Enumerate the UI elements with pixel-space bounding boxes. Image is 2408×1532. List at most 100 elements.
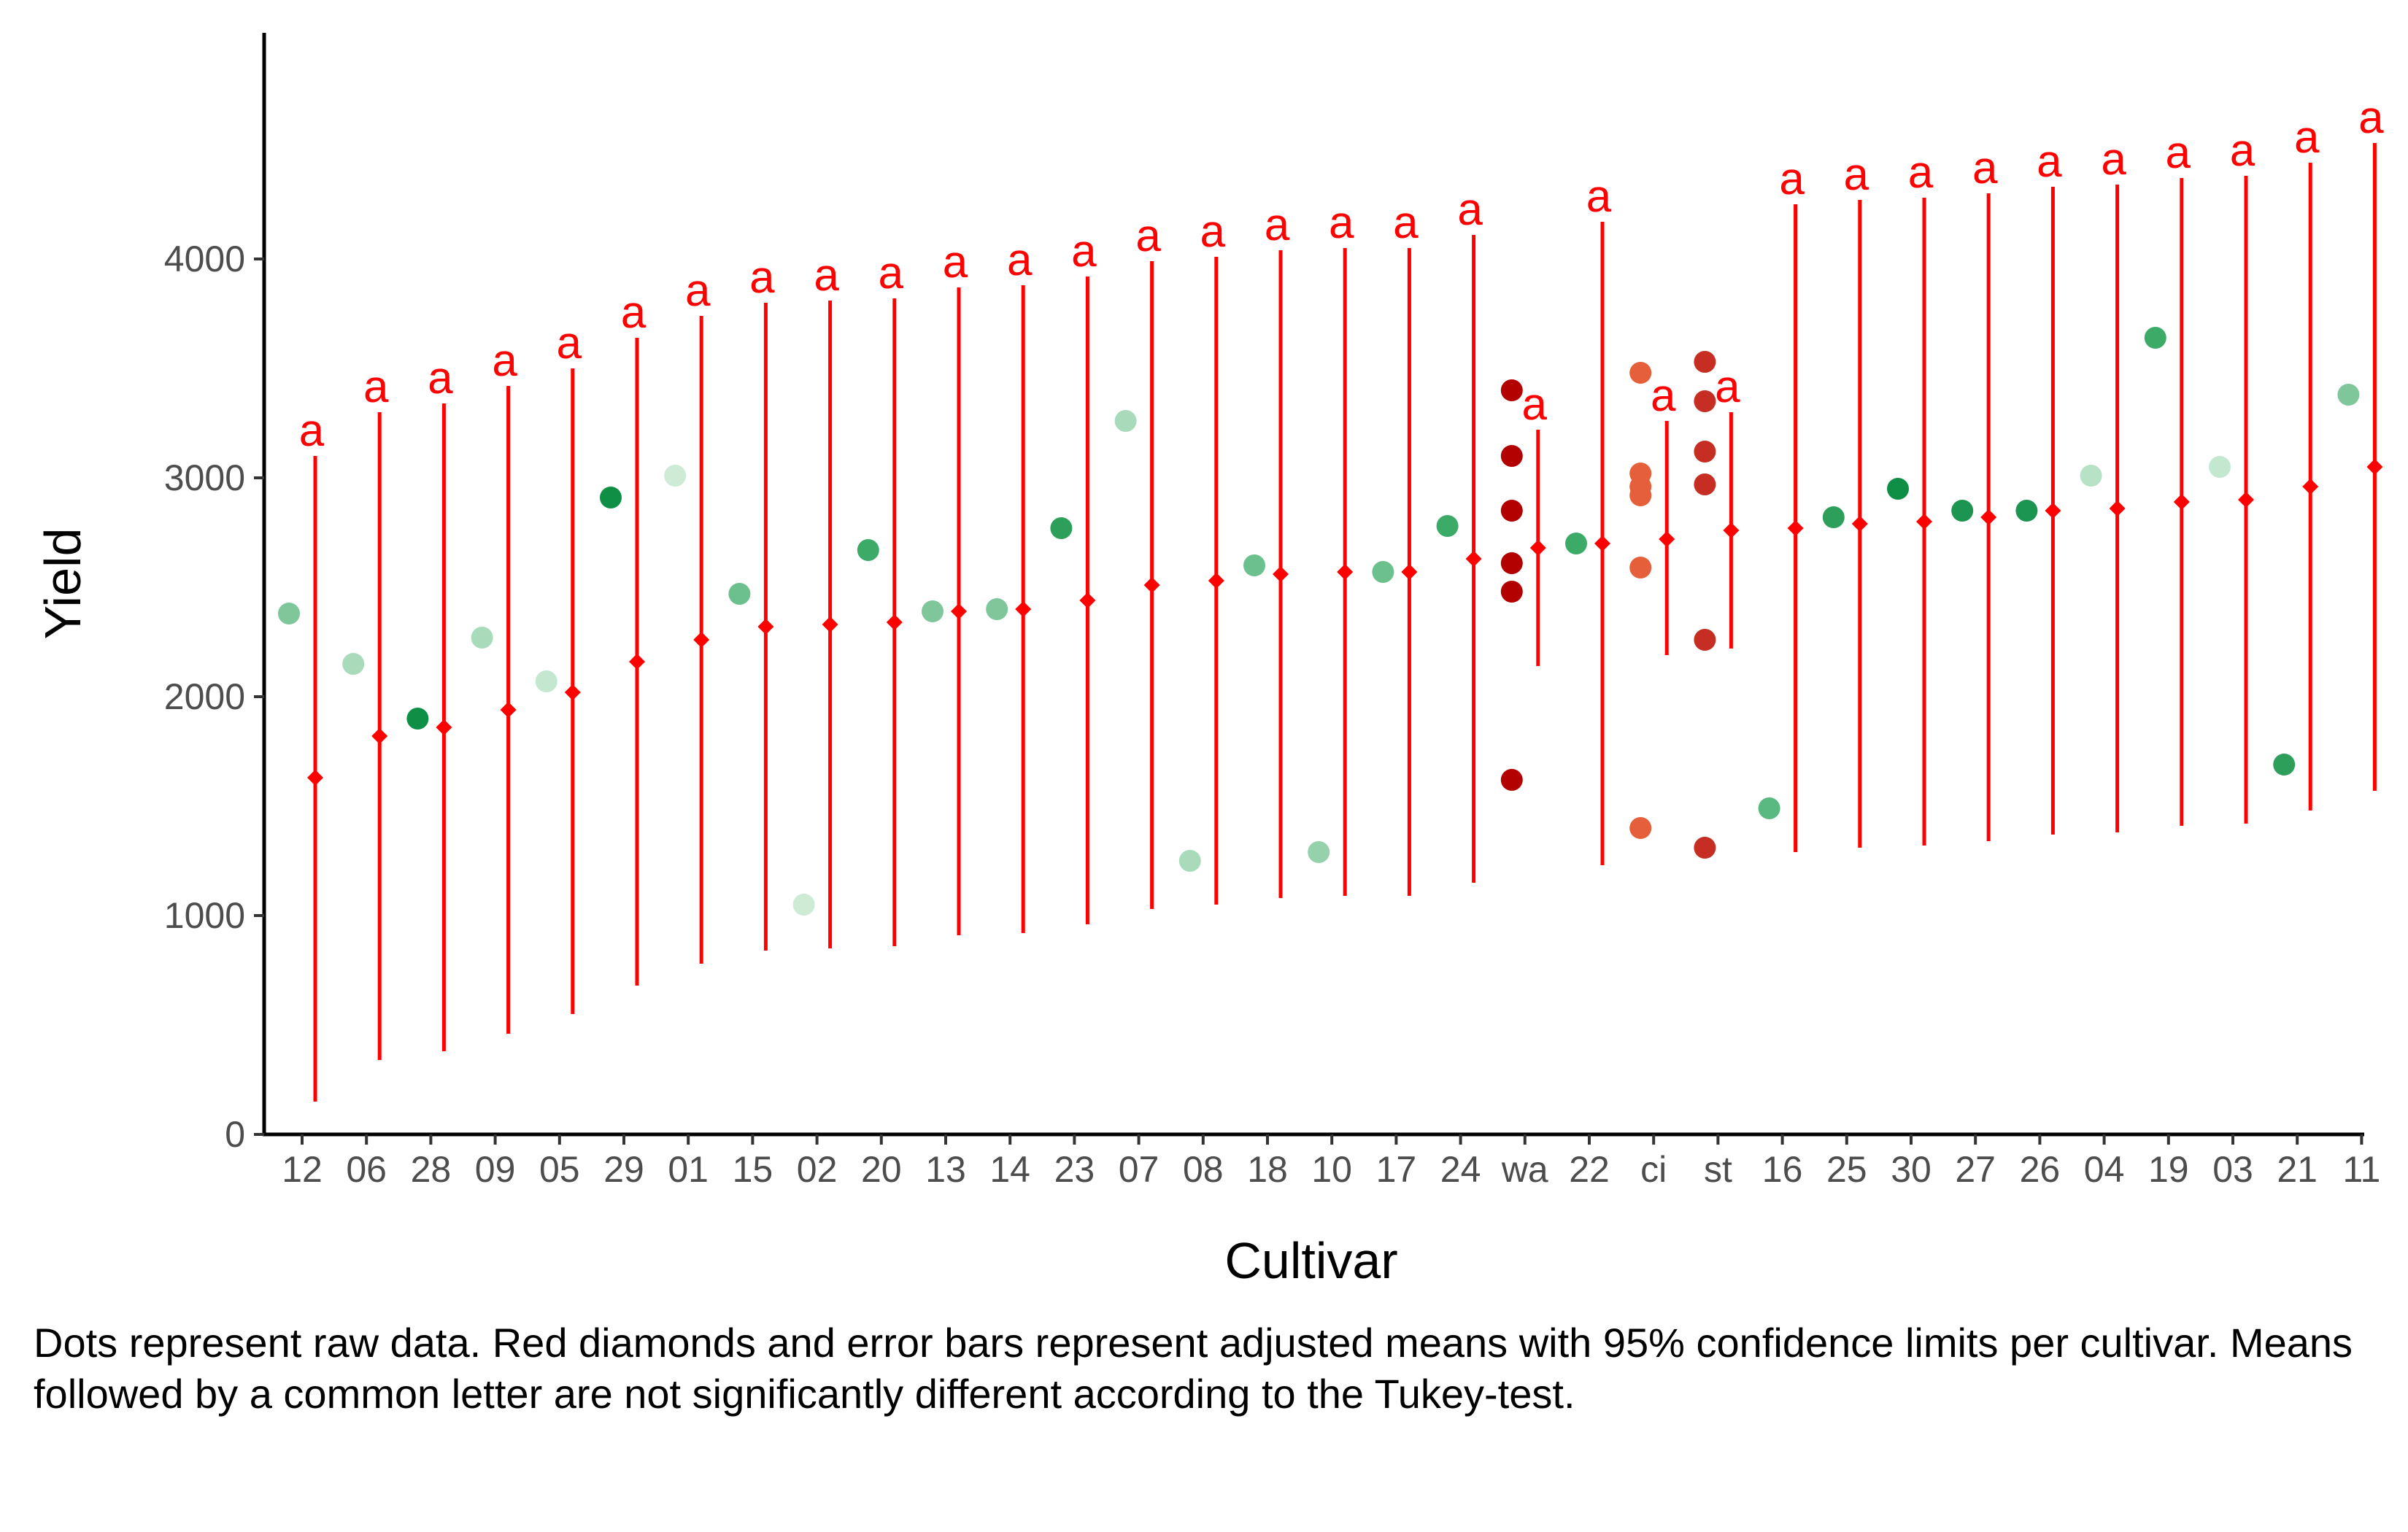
- x-tick-label: st: [1704, 1149, 1732, 1190]
- mean-diamond: [1594, 535, 1610, 552]
- raw-data-point: [2337, 384, 2360, 406]
- mean-diamond: [2366, 459, 2383, 475]
- raw-data-point: [1500, 552, 1523, 574]
- mean-diamond: [1015, 601, 1032, 617]
- raw-data-point: [1500, 581, 1523, 603]
- chart-caption: Dots represent raw data. Red diamonds an…: [34, 1320, 2353, 1417]
- raw-data-point: [1629, 484, 1652, 506]
- mean-diamond: [1273, 566, 1289, 582]
- raw-data-point: [1308, 841, 1330, 863]
- raw-data-point: [1178, 850, 1201, 872]
- raw-data-point: [2209, 456, 2231, 478]
- significance-letter: a: [1329, 198, 1354, 248]
- raw-data-point: [1887, 478, 1909, 500]
- x-tick-label: 19: [2148, 1149, 2189, 1190]
- mean-diamond: [757, 619, 774, 635]
- significance-letter: a: [557, 318, 582, 368]
- x-tick-label: 08: [1183, 1149, 1224, 1190]
- significance-letter: a: [1071, 226, 1097, 276]
- raw-data-point: [1436, 515, 1459, 537]
- x-tick-label: 04: [2084, 1149, 2125, 1190]
- x-tick-label: 09: [475, 1149, 516, 1190]
- raw-data-point: [728, 583, 751, 605]
- raw-data-point: [1629, 817, 1652, 839]
- raw-data-point: [1758, 797, 1780, 819]
- significance-letter: a: [685, 266, 711, 316]
- mean-diamond: [1529, 540, 1546, 556]
- raw-data-point: [1822, 506, 1845, 528]
- mean-diamond: [693, 632, 710, 648]
- x-tick-label: 26: [2020, 1149, 2061, 1190]
- significance-letter: a: [1522, 379, 1548, 430]
- raw-data-point: [2144, 327, 2166, 349]
- mean-diamond: [1851, 516, 1868, 532]
- mean-diamond: [1659, 531, 1675, 547]
- x-tick-label: 17: [1376, 1149, 1417, 1190]
- raw-data-point: [406, 708, 429, 730]
- significance-letter: a: [299, 406, 325, 456]
- mean-diamond: [1208, 573, 1224, 589]
- significance-letter: a: [621, 287, 647, 338]
- mean-diamond: [307, 770, 323, 786]
- raw-data-point: [600, 487, 622, 508]
- raw-data-point: [342, 653, 365, 675]
- x-tick-label: 23: [1054, 1149, 1095, 1190]
- mean-diamond: [1143, 577, 1160, 593]
- raw-data-point: [664, 465, 687, 487]
- significance-letter: a: [492, 336, 517, 386]
- x-tick-label: ci: [1640, 1149, 1667, 1190]
- raw-data-point: [1951, 500, 1974, 522]
- x-tick-label: 01: [668, 1149, 709, 1190]
- raw-data-point: [2273, 754, 2296, 775]
- significance-letter: a: [428, 353, 453, 403]
- x-tick-label: 27: [1955, 1149, 1996, 1190]
- x-tick-label: 24: [1440, 1149, 1481, 1190]
- raw-data-point: [2015, 500, 2038, 522]
- significance-letter: a: [814, 250, 839, 301]
- significance-letter: a: [943, 237, 968, 287]
- significance-letter: a: [1844, 150, 1869, 200]
- y-tick-label: 4000: [164, 239, 245, 279]
- mean-diamond: [1980, 509, 1997, 525]
- x-tick-label: 15: [733, 1149, 773, 1190]
- x-tick-label: 29: [603, 1149, 644, 1190]
- x-tick-label: 18: [1247, 1149, 1288, 1190]
- mean-diamond: [2238, 492, 2254, 508]
- significance-letter: a: [2294, 112, 2320, 163]
- raw-data-point: [1629, 362, 1652, 384]
- x-tick-label: 16: [1762, 1149, 1803, 1190]
- raw-data-point: [1500, 769, 1523, 791]
- significance-letter: a: [1457, 185, 1483, 235]
- raw-data-point: [2080, 465, 2102, 487]
- mean-diamond: [1465, 551, 1482, 567]
- mean-diamond: [1787, 520, 1804, 536]
- y-ticks: 0 1000 2000 3000 4000: [164, 239, 264, 1155]
- mean-diamond: [2302, 479, 2319, 495]
- mean-diamond: [436, 719, 452, 735]
- mean-diamond: [1723, 522, 1740, 538]
- significance-letter: a: [1135, 211, 1161, 261]
- x-tick-label: 06: [346, 1149, 387, 1190]
- x-tick-label: wa: [1501, 1149, 1548, 1190]
- raw-data-point: [1500, 445, 1523, 467]
- significance-letter: a: [1651, 371, 1676, 421]
- significance-letter: a: [363, 362, 389, 412]
- x-axis-title: Cultivar: [1224, 1232, 1397, 1289]
- y-tick-label: 2000: [164, 676, 245, 717]
- x-tick-label: 11: [2342, 1149, 2380, 1190]
- raw-data-point: [1114, 410, 1137, 432]
- raw-data-point: [1372, 561, 1394, 583]
- significance-letter: a: [1393, 198, 1419, 248]
- mean-diamond: [1916, 514, 1932, 530]
- x-tick-label: 02: [797, 1149, 838, 1190]
- mean-diamond: [500, 702, 517, 718]
- raw-data-point: [1694, 390, 1716, 412]
- x-tick-label: 05: [539, 1149, 580, 1190]
- mean-diamond: [886, 614, 903, 630]
- significance-letter: a: [749, 252, 775, 303]
- mean-diamond: [564, 684, 581, 700]
- mean-diamond: [1079, 592, 1096, 608]
- raw-data-point: [922, 600, 943, 622]
